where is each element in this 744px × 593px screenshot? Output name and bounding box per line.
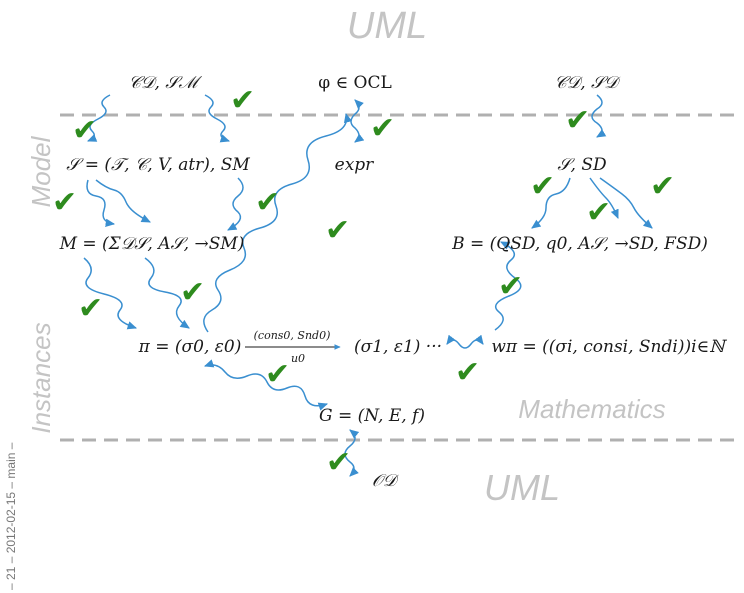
- arrow-cdsm-to-signature: [87, 94, 111, 142]
- check-marks: ✔ ✔ ✔ ✔ ✔ ✔ ✔ ✔ ✔ ✔ ✔ ✔ ✔ ✔ ✔ ✔: [52, 83, 675, 480]
- arrow-pi-to-w: [446, 334, 484, 349]
- node-cd-sm: 𝒞𝒟, 𝒮ℳ: [129, 73, 203, 93]
- check-icon: ✔: [326, 445, 351, 480]
- node-pi-next: (σ1, ε1) ···: [354, 337, 442, 357]
- arrow-ssd-to-b-3: [599, 177, 653, 229]
- node-phi-ocl: φ ∈ OCL: [318, 73, 392, 93]
- arrow-phi-expr: [350, 99, 365, 143]
- check-icon: ✔: [530, 169, 555, 204]
- arrow-m-to-pi-1: [83, 257, 137, 330]
- node-expr: expr: [335, 155, 375, 175]
- check-icon: ✔: [370, 111, 395, 146]
- check-icon: ✔: [498, 269, 523, 304]
- check-icon: ✔: [325, 213, 350, 248]
- arrow-pi-g: [204, 359, 328, 411]
- node-cd-sd: 𝒞𝒟, 𝒮𝒟: [554, 73, 621, 93]
- check-icon: ✔: [455, 355, 480, 390]
- node-s-sd: 𝒮, SD: [557, 155, 607, 175]
- arrow-sm-to-m: [227, 177, 244, 231]
- transition-sub-label: u0: [291, 352, 305, 365]
- transition-label: (cons0, Snd0): [254, 329, 331, 342]
- check-icon: ✔: [255, 185, 280, 220]
- arrow-ssd-to-b-1: [531, 177, 571, 229]
- node-g-graph: G = (N, E, f): [319, 406, 425, 426]
- node-pi-run: π = (σ0, ε0): [138, 337, 242, 357]
- uml-bottom-label: UML: [484, 467, 560, 508]
- check-icon: ✔: [265, 357, 290, 392]
- check-icon: ✔: [586, 195, 611, 230]
- node-signature: 𝒮 = (𝒯, 𝒞, V, atr), SM: [66, 155, 250, 175]
- node-w-pi: wπ = ((σi, consi, Sndi))i∈ℕ: [491, 337, 727, 357]
- arrow-pi-to-expr: [203, 112, 353, 333]
- check-icon: ✔: [78, 291, 103, 326]
- arrow-cdsd-to-ssd: [591, 94, 607, 138]
- node-m-tuple: M = (Σ𝒟𝒮, A𝒮, →SM): [59, 234, 245, 254]
- mathematics-label: Mathematics: [518, 394, 665, 424]
- wavy-arrows: [83, 94, 653, 477]
- arrow-signature-to-m-1: [86, 179, 116, 227]
- arrow-ssd-to-b-2: [589, 177, 619, 219]
- arrow-g-od: [344, 429, 360, 477]
- check-icon: ✔: [565, 103, 590, 138]
- check-icon: ✔: [72, 113, 97, 148]
- check-icon: ✔: [650, 169, 675, 204]
- arrow-m-to-pi-2: [144, 257, 190, 329]
- arrow-cdsm-to-sm: [204, 94, 230, 143]
- instances-label: Instances: [26, 322, 56, 433]
- footer-slide-info: – 21 – 2012-02-15 – main –: [4, 442, 18, 590]
- model-label: Model: [26, 135, 56, 207]
- check-icon: ✔: [52, 185, 77, 220]
- check-icon: ✔: [230, 83, 255, 118]
- arrow-signature-to-m-2: [95, 179, 151, 223]
- arrow-w-to-b: [494, 241, 522, 331]
- node-b-tuple: B = (QSD, q0, A𝒮, →SD, FSD): [451, 234, 708, 254]
- node-od: 𝒪𝒟: [372, 471, 400, 491]
- uml-top-label: UML: [347, 5, 427, 47]
- check-icon: ✔: [180, 275, 205, 310]
